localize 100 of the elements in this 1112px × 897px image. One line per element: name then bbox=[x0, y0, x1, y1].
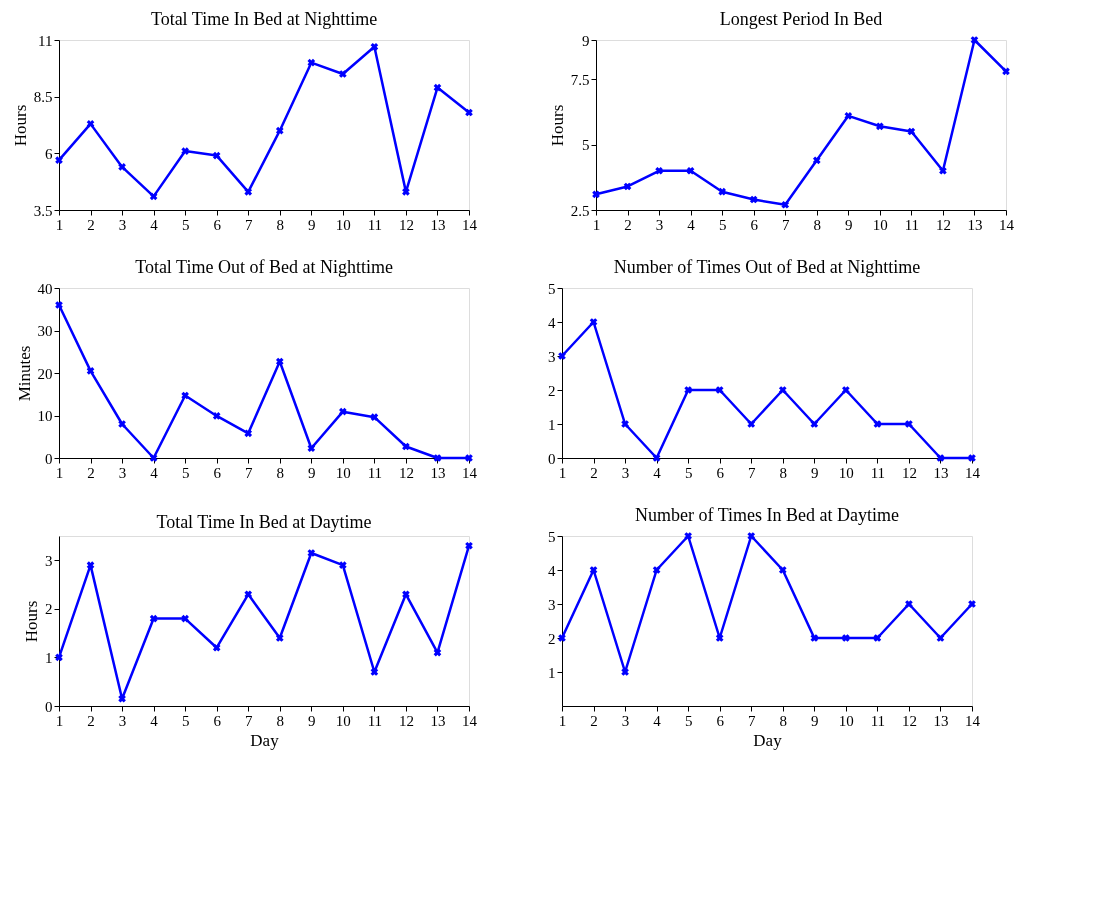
x-tick-label: 3 bbox=[621, 712, 630, 729]
y-tick-label: 7.5 bbox=[570, 71, 590, 88]
x-tick-label: 12 bbox=[901, 712, 917, 729]
point bbox=[936, 454, 945, 462]
x-tick-label: 8 bbox=[779, 712, 788, 729]
y-tick-label: 2 bbox=[548, 382, 556, 399]
point bbox=[402, 442, 410, 451]
y-tick-label: 1 bbox=[548, 416, 556, 433]
point bbox=[244, 590, 253, 599]
chart-title: Number of Times Out of Bed at Nighttime bbox=[613, 257, 921, 277]
point bbox=[747, 532, 756, 540]
y-tick-label: 0 bbox=[548, 450, 556, 467]
x-tick-label: 13 bbox=[933, 712, 949, 729]
x-tick-label: 5 bbox=[181, 712, 190, 729]
point bbox=[749, 195, 758, 204]
y-tick-label: 5 bbox=[582, 137, 590, 154]
point bbox=[905, 600, 913, 608]
x-tick-label: 12 bbox=[901, 464, 917, 481]
point bbox=[810, 420, 819, 428]
x-tick-label: 4 bbox=[150, 712, 159, 729]
y-tick-label: 4 bbox=[548, 562, 556, 579]
y-tick-label: 30 bbox=[37, 323, 53, 339]
y-tick-label: 2 bbox=[548, 630, 556, 647]
x-tick-label: 10 bbox=[335, 216, 351, 233]
point bbox=[873, 634, 882, 642]
x-tick-label: 4 bbox=[653, 712, 662, 729]
point bbox=[465, 108, 473, 117]
point bbox=[842, 386, 850, 394]
point bbox=[212, 643, 221, 652]
x-tick-label: 11 bbox=[870, 712, 886, 729]
x-tick-label: 8 bbox=[779, 464, 788, 481]
y-tick-label: 6 bbox=[45, 145, 53, 162]
y-tick-label: 4 bbox=[548, 314, 556, 331]
x-tick-label: 14 bbox=[965, 712, 981, 729]
point bbox=[621, 420, 629, 428]
y-axis-title: Hours bbox=[10, 104, 30, 147]
x-tick-label: 8 bbox=[276, 712, 285, 729]
y-tick-label: 8.5 bbox=[33, 89, 53, 106]
point bbox=[86, 561, 95, 569]
x-tick-label: 13 bbox=[430, 464, 446, 481]
point bbox=[655, 166, 663, 175]
x-tick-label: 5 bbox=[684, 712, 693, 729]
point bbox=[623, 182, 632, 191]
point bbox=[684, 532, 692, 540]
point bbox=[936, 634, 945, 642]
x-tick-label: 13 bbox=[933, 464, 949, 481]
point bbox=[621, 668, 629, 676]
y-tick-label: 1 bbox=[548, 664, 556, 681]
x-tick-label: 13 bbox=[430, 712, 446, 729]
point bbox=[589, 566, 598, 574]
y-tick-label: 0 bbox=[45, 450, 53, 467]
point bbox=[86, 367, 95, 375]
y-tick-label: 1 bbox=[45, 649, 53, 666]
point bbox=[118, 420, 126, 428]
x-tick-label: 12 bbox=[398, 712, 414, 729]
point bbox=[118, 163, 126, 171]
y-tick-label: 2.5 bbox=[570, 202, 590, 219]
x-tick-label: 6 bbox=[716, 464, 725, 481]
point bbox=[781, 200, 790, 209]
point bbox=[876, 122, 884, 131]
x-tick-label: 9 bbox=[308, 216, 316, 233]
x-tick-label: 12 bbox=[398, 464, 414, 481]
x-tick-label: 13 bbox=[967, 216, 983, 233]
point bbox=[55, 156, 63, 164]
x-tick-label: 7 bbox=[747, 464, 756, 481]
point bbox=[339, 70, 347, 78]
point bbox=[592, 190, 600, 199]
x-tick-label: 11 bbox=[367, 464, 383, 481]
point bbox=[149, 192, 158, 201]
y-tick-label: 20 bbox=[37, 365, 53, 382]
point bbox=[244, 429, 253, 438]
point bbox=[905, 420, 913, 428]
x-tick-label: 13 bbox=[430, 216, 446, 233]
x-tick-label: 12 bbox=[398, 216, 414, 233]
x-tick-label: 8 bbox=[276, 216, 285, 233]
x-axis-title: Day bbox=[250, 730, 280, 750]
x-tick-label: 11 bbox=[870, 464, 886, 481]
y-tick-label: 3.5 bbox=[33, 202, 53, 219]
point bbox=[718, 187, 726, 196]
point bbox=[465, 541, 473, 550]
x-tick-label: 7 bbox=[244, 464, 253, 481]
point bbox=[275, 126, 284, 135]
y-tick-label: 40 bbox=[37, 280, 53, 297]
point bbox=[149, 614, 158, 623]
x-tick-label: 4 bbox=[150, 216, 159, 233]
x-tick-label: 8 bbox=[813, 216, 822, 233]
x-tick-label: 10 bbox=[838, 464, 854, 481]
point bbox=[652, 454, 661, 462]
x-tick-label: 5 bbox=[684, 464, 693, 481]
x-tick-label: 11 bbox=[904, 216, 920, 233]
point bbox=[402, 188, 410, 196]
x-tick-label: 6 bbox=[213, 712, 222, 729]
x-tick-label: 14 bbox=[965, 464, 981, 481]
point bbox=[939, 166, 947, 175]
x-tick-label: 6 bbox=[213, 216, 222, 233]
point bbox=[307, 549, 316, 557]
x-axis-title: Day bbox=[753, 730, 783, 750]
point bbox=[275, 357, 284, 366]
chart-title: Number of Times In Bed at Daytime bbox=[635, 505, 899, 525]
point bbox=[589, 318, 598, 326]
